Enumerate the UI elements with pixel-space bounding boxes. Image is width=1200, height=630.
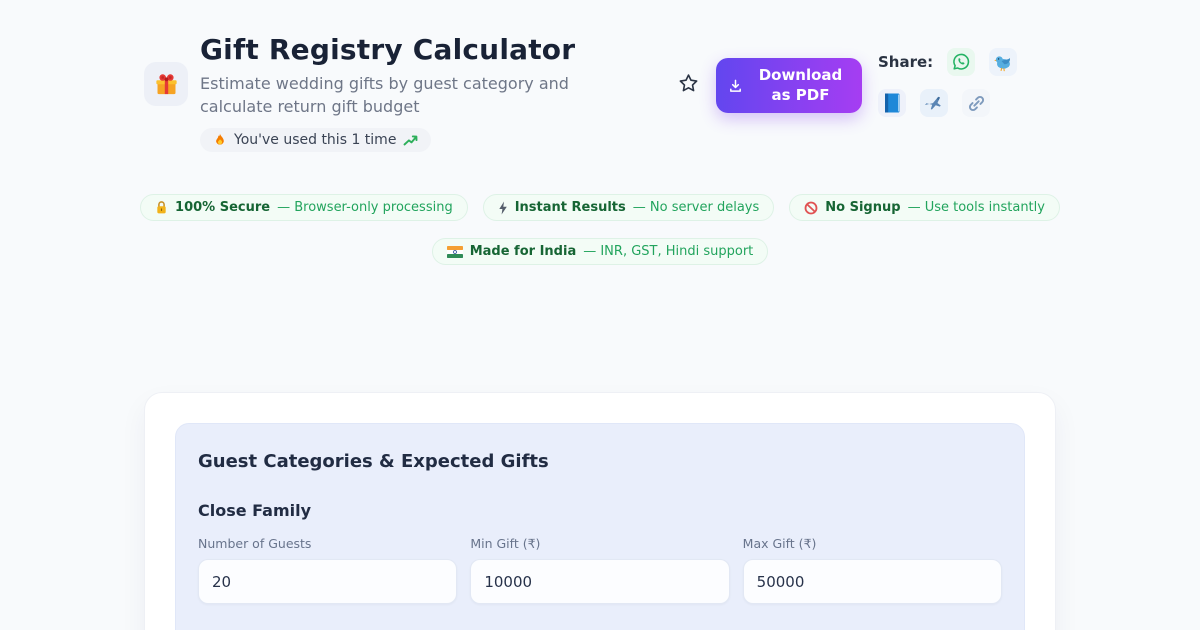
badge-india-detail: — INR, GST, Hindi support (583, 244, 754, 260)
share-copy-link-icon[interactable] (962, 89, 990, 117)
bolt-icon (498, 201, 508, 215)
share-whatsapp-icon[interactable] (947, 48, 976, 76)
section-title: Guest Categories & Expected Gifts (198, 451, 549, 473)
trust-badges-row-1: 100% Secure — Browser-only processing In… (140, 194, 1060, 222)
share-twitter-icon[interactable] (989, 48, 1018, 76)
badge-instant: Instant Results — No server delays (482, 194, 775, 222)
download-icon (728, 78, 743, 94)
field-number-of-guests: Number of Guests (198, 536, 458, 605)
calculator-card: Guest Categories & Expected Gifts Close … (144, 392, 1056, 630)
field-max-gift: Max Gift (₹) (742, 536, 1002, 605)
category-close-family: Close Family Number of Guests Min Gift (… (198, 501, 1002, 605)
field-min-gift: Min Gift (₹) (470, 536, 730, 605)
download-pdf-label: Download as PDF (758, 66, 843, 104)
trust-badges: 100% Secure — Browser-only processing In… (140, 194, 1060, 266)
badge-no-signup-label: No Signup (825, 200, 901, 216)
field-label: Number of Guests (198, 536, 312, 552)
share-facebook-book-icon[interactable] (878, 89, 906, 117)
badge-no-signup: No Signup — Use tools instantly (789, 194, 1060, 222)
header: Gift Registry Calculator Estimate weddin… (144, 33, 1056, 153)
no-signup-icon (804, 201, 818, 215)
badge-instant-detail: — No server delays (632, 200, 760, 216)
category-fields: Number of Guests Min Gift (₹) Max Gift (… (198, 536, 1002, 605)
share-block: Share: (878, 48, 1056, 117)
download-pdf-button[interactable]: Download as PDF (716, 58, 862, 113)
number-of-guests-input[interactable] (198, 559, 458, 605)
page-title: Gift Registry Calculator (200, 33, 576, 66)
badge-secure-label: 100% Secure (175, 200, 271, 216)
badge-no-signup-detail: — Use tools instantly (907, 200, 1045, 216)
badge-india-label: Made for India (469, 244, 577, 260)
field-label: Min Gift (₹) (470, 536, 541, 552)
usage-badge-label: You've used this 1 time (234, 132, 397, 149)
header-actions: Download as PDF Share: (677, 33, 1056, 117)
badge-instant-label: Instant Results (514, 200, 626, 216)
share-label: Share: (878, 53, 934, 71)
favorite-star-icon[interactable] (677, 72, 700, 95)
badge-secure: 100% Secure — Browser-only processing (140, 194, 468, 222)
fire-icon (213, 133, 227, 148)
header-text: Gift Registry Calculator Estimate weddin… (188, 33, 677, 153)
chart-up-icon (403, 133, 418, 147)
page-subtitle: Estimate wedding gifts by guest category… (200, 74, 569, 116)
usage-badge: You've used this 1 time (200, 128, 432, 153)
share-telegram-plane-icon[interactable] (920, 89, 948, 117)
trust-badges-row-2: Made for India — INR, GST, Hindi support (431, 238, 769, 266)
badge-secure-detail: — Browser-only processing (277, 200, 453, 216)
lock-icon (155, 200, 168, 215)
min-gift-input[interactable] (470, 559, 730, 605)
field-label: Max Gift (₹) (742, 536, 817, 552)
page: Gift Registry Calculator Estimate weddin… (140, 0, 1060, 630)
category-title: Close Family (198, 501, 312, 521)
india-flag-icon (446, 245, 463, 258)
badge-india: Made for India — INR, GST, Hindi support (431, 238, 769, 266)
max-gift-input[interactable] (742, 559, 1002, 605)
gift-icon (144, 62, 188, 106)
guest-categories-panel: Guest Categories & Expected Gifts Close … (175, 423, 1025, 630)
